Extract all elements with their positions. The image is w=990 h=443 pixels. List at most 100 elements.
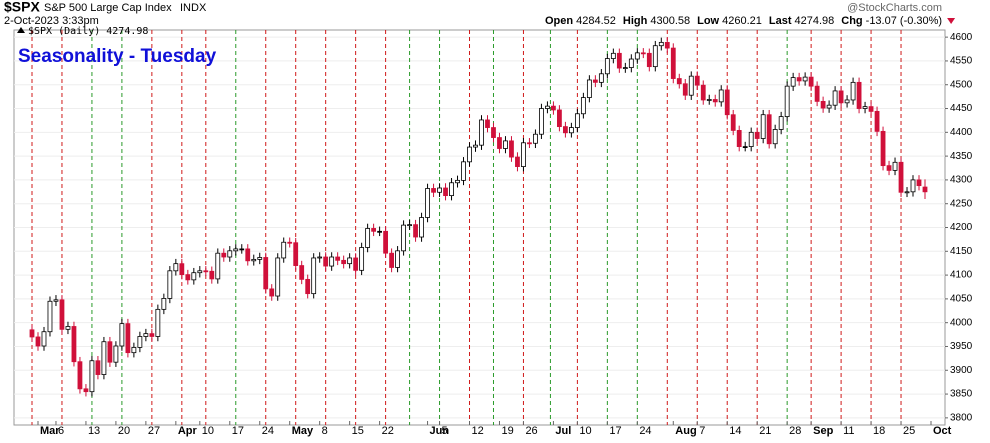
candle-body bbox=[467, 146, 472, 163]
candle-body bbox=[239, 248, 245, 251]
candle-body bbox=[449, 182, 454, 197]
datetime: 2-Oct-2023 3:33pm bbox=[4, 15, 99, 27]
x-tick-label: 11 bbox=[843, 425, 854, 437]
quote-value: 4260.21 bbox=[722, 15, 762, 27]
candle-body bbox=[622, 67, 628, 69]
candle-body bbox=[742, 146, 748, 148]
x-tick-label: 12 bbox=[472, 425, 484, 437]
candle-body bbox=[527, 142, 532, 145]
candle-body bbox=[580, 97, 586, 115]
y-tick-label: 4550 bbox=[950, 56, 973, 67]
candle-body bbox=[772, 129, 778, 145]
candle-body bbox=[604, 58, 610, 75]
candle-body bbox=[203, 270, 209, 273]
candle-body bbox=[161, 298, 167, 310]
candle-body bbox=[59, 299, 65, 330]
candle-body bbox=[760, 114, 766, 139]
candle-body bbox=[856, 81, 862, 109]
x-tick-label: 28 bbox=[789, 425, 801, 437]
y-tick-label: 4450 bbox=[950, 103, 973, 114]
candle-body bbox=[916, 179, 922, 187]
candle-body bbox=[886, 165, 892, 171]
y-tick-label: 4300 bbox=[950, 175, 973, 186]
x-tick-label: 15 bbox=[352, 425, 364, 437]
candle-body bbox=[287, 241, 293, 244]
candle-body bbox=[329, 256, 335, 267]
candle-body bbox=[491, 127, 496, 138]
candle-body bbox=[281, 241, 287, 259]
x-tick-label: May bbox=[292, 425, 314, 437]
x-tick-label: Aug bbox=[675, 425, 696, 437]
candle-body bbox=[545, 105, 550, 109]
quote-label: Chg bbox=[841, 15, 862, 27]
x-tick-label: 25 bbox=[903, 425, 915, 437]
candle-body bbox=[802, 76, 808, 82]
candle-body bbox=[353, 257, 359, 271]
quote-value: 4284.52 bbox=[576, 15, 616, 27]
candle-body bbox=[65, 326, 71, 330]
x-tick-label: 24 bbox=[639, 425, 651, 437]
candle-body bbox=[431, 188, 436, 193]
legend-marker bbox=[17, 27, 25, 33]
candle-body bbox=[820, 100, 826, 109]
candle-body bbox=[383, 230, 389, 254]
candle-body bbox=[551, 105, 556, 111]
legend: $SPX (Daily) 4274.98 bbox=[28, 26, 148, 37]
x-tick-label: 6 bbox=[58, 425, 64, 437]
candle-body bbox=[149, 333, 155, 337]
candle-body bbox=[371, 228, 377, 232]
candle-body bbox=[209, 270, 215, 280]
candle-body bbox=[155, 308, 161, 337]
candle-body bbox=[862, 106, 868, 109]
quote-value: 4300.58 bbox=[650, 15, 690, 27]
candle-body bbox=[221, 252, 227, 258]
candle-body bbox=[592, 79, 598, 83]
x-tick-label: 17 bbox=[232, 425, 244, 437]
x-tick-label: 18 bbox=[873, 425, 885, 437]
candle-body bbox=[586, 79, 592, 98]
candle-body bbox=[455, 179, 460, 184]
candle-body bbox=[275, 257, 281, 297]
candle-body bbox=[347, 257, 353, 265]
candle-body bbox=[413, 224, 418, 238]
candle-body bbox=[700, 84, 706, 101]
candle-body bbox=[898, 161, 904, 193]
candle-body bbox=[646, 52, 652, 68]
y-tick-label: 3900 bbox=[950, 365, 973, 376]
candle-body bbox=[539, 108, 544, 135]
candle-body bbox=[185, 274, 191, 281]
x-tick-label: Jun bbox=[430, 425, 450, 437]
quote-label: Open bbox=[545, 15, 573, 27]
candle-body bbox=[670, 47, 676, 79]
candle-body bbox=[293, 242, 299, 266]
candle-body bbox=[401, 224, 406, 252]
candle-body bbox=[443, 187, 448, 197]
y-tick-label: 4150 bbox=[950, 246, 973, 257]
candle-body bbox=[664, 41, 670, 49]
candle-body bbox=[850, 81, 856, 101]
candle-body bbox=[419, 217, 424, 238]
candle-body bbox=[892, 161, 898, 171]
x-tick-label: 22 bbox=[382, 425, 394, 437]
candle-body bbox=[682, 83, 688, 96]
x-tick-label: 14 bbox=[729, 425, 741, 437]
candle-body bbox=[269, 288, 275, 297]
candle-body bbox=[521, 142, 526, 167]
x-tick-label: 13 bbox=[88, 425, 100, 437]
candle-body bbox=[658, 41, 664, 47]
candle-body bbox=[101, 341, 107, 375]
candles bbox=[29, 37, 928, 397]
candle-body bbox=[119, 323, 125, 347]
candle-body bbox=[29, 329, 35, 338]
candle-body bbox=[113, 345, 119, 363]
candle-body bbox=[640, 52, 646, 55]
candle-body bbox=[365, 228, 371, 248]
candle-body bbox=[125, 323, 131, 354]
candle-body bbox=[563, 126, 568, 134]
candle-body bbox=[844, 99, 850, 104]
x-tick-label: 21 bbox=[759, 425, 771, 437]
candle-body bbox=[694, 75, 700, 86]
candle-body bbox=[425, 188, 430, 218]
candle-body bbox=[77, 361, 83, 390]
